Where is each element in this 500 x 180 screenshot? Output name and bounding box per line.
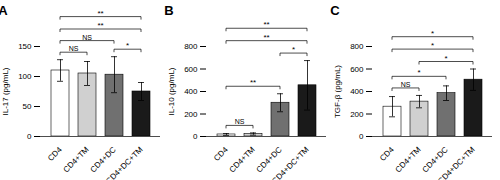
svg-text:*: *	[431, 29, 434, 38]
svg-text:IL-10 (pg/mL): IL-10 (pg/mL)	[167, 67, 176, 115]
svg-text:CD4+DC+TM: CD4+DC+TM	[436, 145, 477, 180]
svg-text:C: C	[330, 3, 340, 18]
svg-text:400: 400	[184, 87, 198, 96]
svg-text:CD4: CD4	[46, 145, 64, 163]
svg-text:200: 200	[184, 110, 198, 119]
svg-text:*: *	[292, 45, 295, 54]
svg-text:800: 800	[350, 42, 364, 51]
svg-text:**: **	[263, 20, 269, 29]
svg-text:*: *	[417, 68, 420, 77]
svg-text:**: **	[263, 33, 269, 42]
svg-text:400: 400	[350, 87, 364, 96]
svg-text:100: 100	[18, 72, 32, 81]
svg-text:NS: NS	[401, 81, 411, 88]
svg-text:CD4: CD4	[378, 145, 396, 163]
svg-text:*: *	[126, 41, 129, 50]
svg-text:IL-17 (pg/mL): IL-17 (pg/mL)	[1, 67, 10, 115]
svg-text:CD4+TM: CD4+TM	[228, 145, 257, 174]
svg-text:**: **	[97, 9, 103, 18]
svg-text:0: 0	[27, 132, 32, 141]
svg-text:NS: NS	[82, 34, 92, 41]
svg-text:50: 50	[23, 102, 32, 111]
svg-text:A: A	[0, 3, 8, 18]
svg-text:NS: NS	[235, 118, 245, 125]
svg-text:TGF-β (pg/mL): TGF-β (pg/mL)	[333, 65, 342, 118]
svg-text:0: 0	[193, 132, 198, 141]
svg-text:600: 600	[350, 65, 364, 74]
svg-text:600: 600	[184, 65, 198, 74]
svg-text:**: **	[97, 21, 103, 30]
svg-text:*: *	[431, 41, 434, 50]
svg-text:CD4+DC+TM: CD4+DC+TM	[104, 145, 145, 180]
svg-text:B: B	[164, 3, 173, 18]
svg-text:CD4: CD4	[212, 145, 230, 163]
svg-text:CD4+TM: CD4+TM	[62, 145, 91, 174]
svg-text:*: *	[444, 54, 447, 63]
svg-text:200: 200	[350, 110, 364, 119]
svg-text:NS: NS	[69, 45, 79, 52]
svg-text:**: **	[250, 78, 256, 87]
svg-text:0: 0	[359, 132, 364, 141]
svg-text:150: 150	[18, 42, 32, 51]
svg-text:800: 800	[184, 42, 198, 51]
svg-text:CD4+DC+TM: CD4+DC+TM	[270, 145, 311, 180]
svg-text:CD4+TM: CD4+TM	[394, 145, 423, 174]
